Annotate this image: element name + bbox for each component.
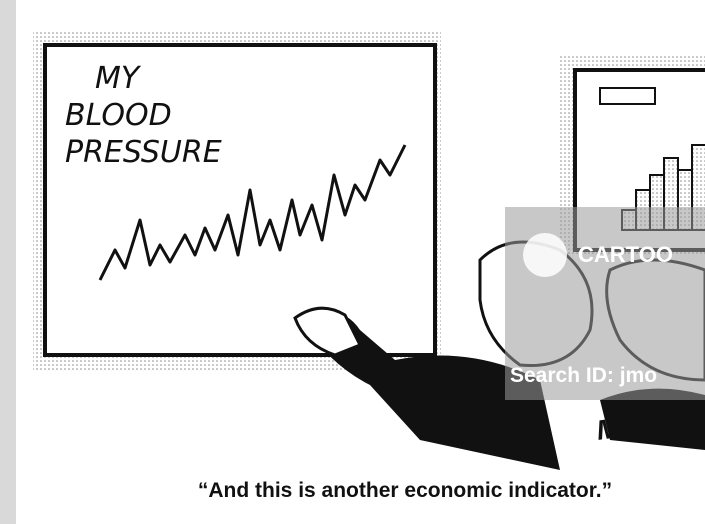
caption: “And this is another economic indicator.… bbox=[198, 479, 612, 502]
board-title-line: MY bbox=[95, 61, 142, 96]
board-label-box bbox=[600, 88, 655, 104]
side-border bbox=[0, 0, 16, 524]
watermark-search: Search ID: jmo bbox=[510, 364, 657, 387]
watermark-logo bbox=[523, 233, 567, 277]
board-title-line: BLOOD bbox=[65, 98, 172, 133]
cartoon: MY BLOOD PRESSURE CARTOO Search ID: jmo … bbox=[0, 0, 705, 524]
board-title-line: PRESSURE bbox=[65, 135, 222, 170]
watermark-brand: CARTOO bbox=[578, 242, 673, 267]
